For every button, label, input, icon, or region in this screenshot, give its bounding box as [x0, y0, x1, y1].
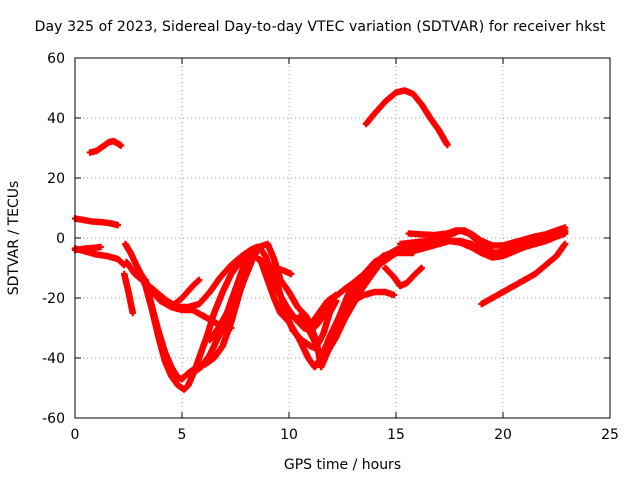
series-markers: [382, 264, 425, 290]
series-s7: [121, 270, 136, 317]
series-markers: [121, 270, 136, 317]
series-markers: [255, 255, 295, 278]
series-s15: [296, 297, 340, 350]
series-s24: [478, 240, 569, 308]
series-s19: [350, 288, 398, 305]
series-s17: [307, 291, 340, 329]
series-markers: [296, 297, 340, 350]
series-markers: [71, 215, 121, 229]
series-s16: [270, 270, 320, 353]
x-tick-label: 25: [601, 427, 619, 443]
series-markers: [270, 270, 320, 353]
axis-ticks: 0 5 10 15 20 25 60 40 20 0 -20 -40 -60: [42, 51, 619, 443]
series-s2: [362, 87, 451, 149]
series-s14: [255, 255, 295, 278]
x-tick-label: 20: [494, 427, 512, 443]
y-tick-label: 20: [47, 171, 65, 187]
series-markers: [350, 288, 398, 305]
series-markers: [478, 240, 569, 308]
y-tick-label: -20: [42, 291, 65, 307]
y-tick-label: 0: [56, 231, 65, 247]
series-s23: [397, 227, 569, 257]
series-markers: [350, 243, 406, 296]
series-markers: [157, 276, 203, 311]
x-tick-label: 15: [387, 427, 405, 443]
series-markers: [206, 249, 254, 344]
chart-title: Day 325 of 2023, Sidereal Day-to-day VTE…: [34, 19, 606, 35]
x-tick-label: 5: [178, 427, 187, 443]
series-s3: [71, 215, 121, 229]
x-axis-label: GPS time / hours: [283, 457, 402, 473]
y-tick-label: 40: [47, 111, 65, 127]
series-markers: [307, 291, 340, 329]
grid-lines: [75, 58, 610, 418]
series-s11: [157, 276, 203, 311]
y-tick-label: 60: [47, 51, 65, 67]
x-tick-label: 0: [71, 427, 80, 443]
series-s1: [86, 137, 125, 156]
y-tick-label: -40: [42, 351, 65, 367]
x-tick-label: 10: [280, 427, 298, 443]
series-markers: [362, 87, 451, 149]
data-series: [71, 87, 569, 393]
series-markers: [86, 137, 125, 156]
series-s21: [382, 264, 425, 290]
series-s13: [206, 249, 254, 344]
series-markers: [397, 227, 569, 257]
plot-frame: [74, 57, 611, 419]
y-tick-label: -60: [42, 411, 65, 427]
series-s20: [350, 243, 406, 296]
